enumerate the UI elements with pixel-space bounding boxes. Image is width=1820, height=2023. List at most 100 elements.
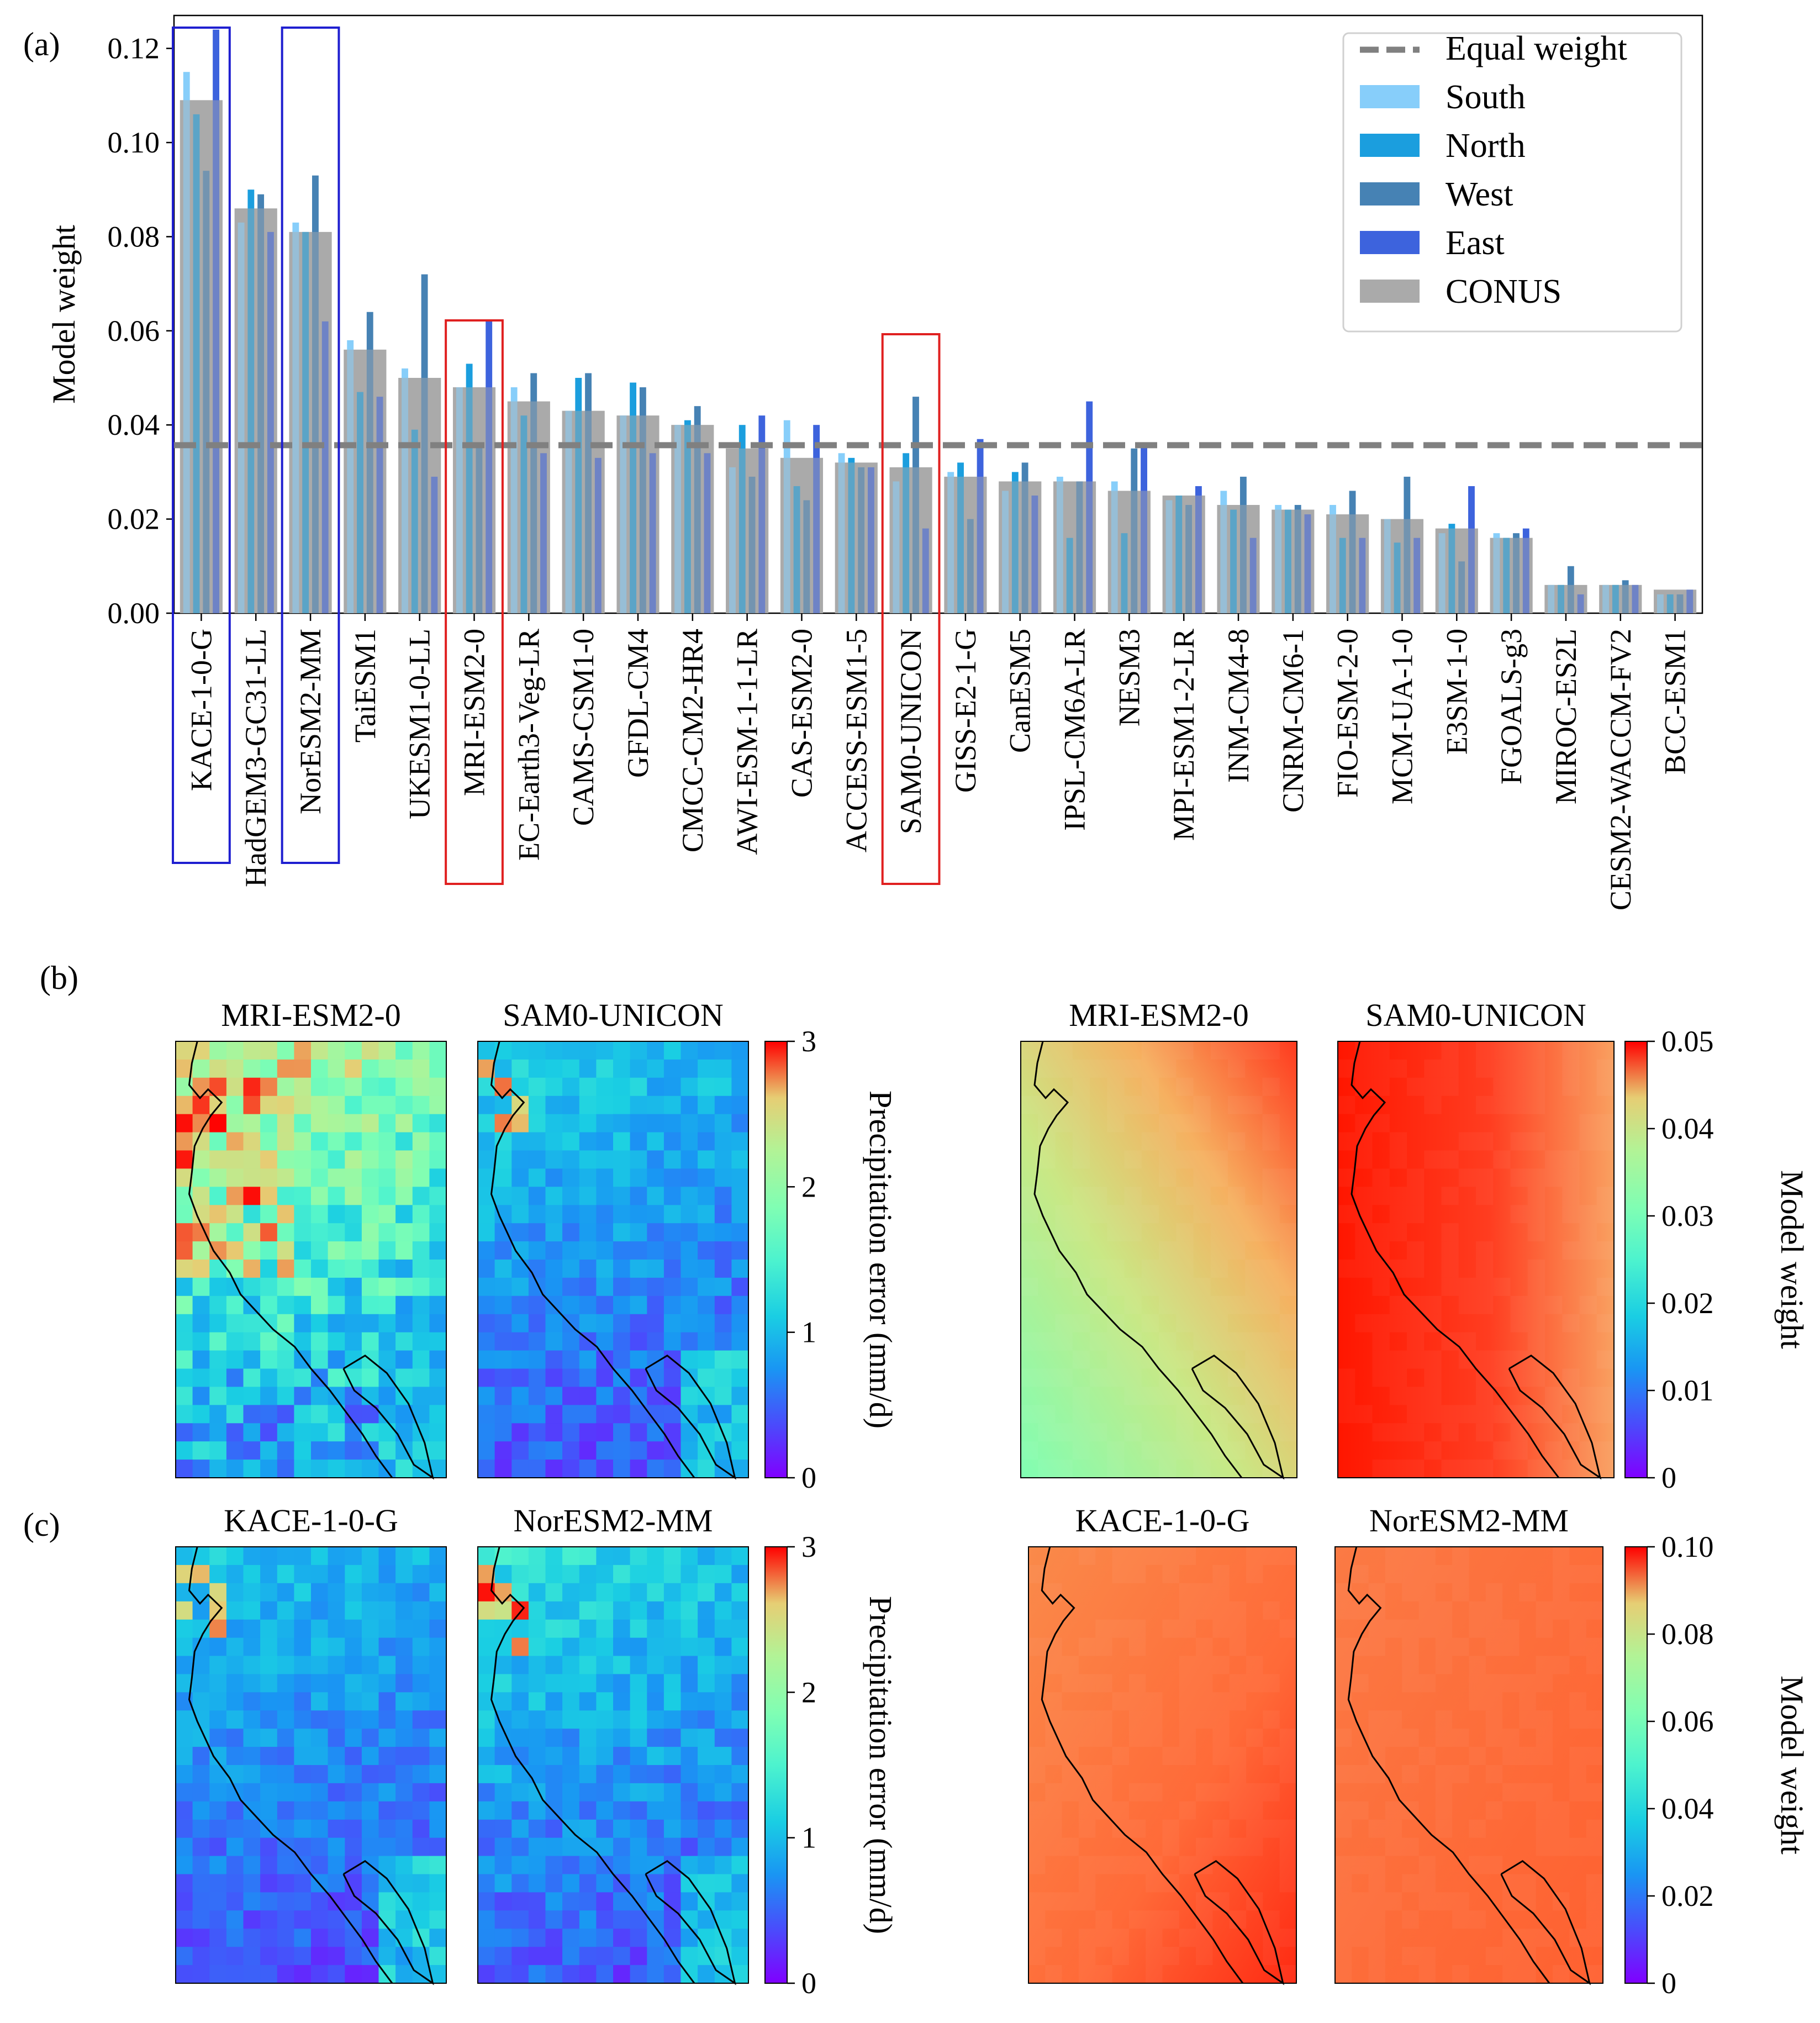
bar-south — [893, 481, 900, 613]
map-cell — [494, 1441, 512, 1460]
map-cell — [1179, 1619, 1196, 1638]
map-cell — [613, 1260, 631, 1278]
map-cell — [176, 1132, 193, 1151]
map-cell — [680, 1564, 698, 1584]
map-cell — [176, 1405, 193, 1424]
map-cell — [192, 1910, 210, 1929]
map-cell — [1407, 1205, 1425, 1224]
legend-swatch — [1360, 85, 1420, 108]
map-cell — [528, 1656, 546, 1674]
map-cell — [429, 1260, 447, 1278]
map-cell — [1418, 1564, 1436, 1583]
map-cell — [294, 1114, 312, 1133]
map-cell — [630, 1856, 647, 1875]
map-cell — [613, 1314, 631, 1333]
map-cell — [328, 1223, 345, 1242]
map-cell — [345, 1747, 362, 1766]
bar-conus-overlay — [889, 467, 932, 613]
map-cell — [176, 1729, 193, 1747]
map-cell — [1424, 1405, 1442, 1424]
map-cell — [361, 1223, 379, 1242]
bar-conus-overlay — [562, 410, 605, 613]
map-cell — [663, 1077, 682, 1097]
map-cell — [209, 1929, 227, 1947]
map-cell — [698, 1819, 715, 1838]
map-cell — [328, 1441, 345, 1460]
map-cell — [1389, 1295, 1407, 1314]
map-cell — [243, 1965, 261, 1984]
map-cell — [243, 1947, 261, 1966]
map-cell — [545, 1114, 563, 1133]
colorbar-tick-label: 0.02 — [1661, 1287, 1714, 1320]
map-cell — [260, 1059, 278, 1078]
map-cell — [1112, 1801, 1129, 1820]
map-cell — [1028, 1892, 1046, 1911]
map-cell — [494, 1892, 512, 1911]
map-cell — [412, 1368, 430, 1387]
map-cell — [630, 1132, 647, 1151]
map-cell — [192, 1729, 210, 1747]
map-cell — [243, 1564, 261, 1584]
map-cell — [311, 1965, 329, 1984]
map-cell — [1553, 1965, 1570, 1983]
map-cell — [731, 1132, 749, 1151]
map-cell — [361, 1874, 379, 1893]
map-cell — [1107, 1095, 1125, 1114]
map-cell — [1389, 1387, 1407, 1405]
map-cell — [1536, 1729, 1553, 1747]
map-cell — [647, 1332, 664, 1351]
map-cell — [1458, 1405, 1476, 1424]
map-cell — [731, 1059, 749, 1078]
bar-east — [1359, 538, 1366, 613]
map-cell — [1338, 1368, 1355, 1387]
map-cell — [1193, 1114, 1211, 1132]
map-cell — [395, 1583, 413, 1602]
map-cell — [412, 1260, 430, 1278]
x-tick-label: MIROC-ES2L — [1549, 629, 1582, 804]
map-cell — [545, 1460, 563, 1478]
map-cell — [1402, 1874, 1419, 1893]
map-cell — [226, 1583, 244, 1602]
map-cell — [1569, 1619, 1586, 1638]
x-tick-label: GISS-E2-1-G — [949, 629, 982, 793]
map-cell — [311, 1405, 329, 1424]
map-cell — [1596, 1387, 1615, 1405]
map-cell — [395, 1965, 413, 1984]
map-cell — [429, 1656, 447, 1674]
map-cell — [663, 1150, 682, 1169]
map-cell — [545, 1801, 563, 1820]
map-cell — [1055, 1205, 1073, 1224]
map-cell — [1335, 1929, 1352, 1947]
map-cell — [1107, 1223, 1125, 1242]
map-cell — [478, 1387, 495, 1405]
map-cell — [613, 1656, 631, 1674]
map-cell — [1562, 1205, 1580, 1224]
map-cell — [412, 1332, 430, 1351]
map-cell — [361, 1059, 379, 1078]
bar-south — [1111, 481, 1118, 613]
map-cell — [209, 1965, 227, 1984]
map-cell — [562, 1187, 580, 1205]
map-cell — [1569, 1601, 1586, 1620]
map-cell — [494, 1277, 512, 1297]
map-cell — [1146, 1547, 1163, 1565]
map-cell — [395, 1819, 413, 1838]
map-cell — [328, 1460, 345, 1478]
map-cell — [663, 1819, 682, 1838]
map-cell — [176, 1041, 193, 1060]
map-cell — [1141, 1441, 1159, 1460]
map-cell — [680, 1547, 698, 1566]
map-cell — [478, 1223, 495, 1242]
map-cell — [361, 1692, 379, 1711]
map-cell — [1090, 1187, 1107, 1205]
map-cell — [412, 1783, 430, 1802]
map-cell — [494, 1095, 512, 1115]
map-cell — [1355, 1187, 1373, 1205]
map-cell — [1228, 1095, 1246, 1114]
map-cell — [1229, 1692, 1247, 1711]
map-cell — [545, 1368, 563, 1387]
map-cell — [1193, 1314, 1211, 1332]
map-cell — [494, 1910, 512, 1929]
map-cell — [1389, 1460, 1407, 1478]
map-cell — [528, 1405, 546, 1424]
